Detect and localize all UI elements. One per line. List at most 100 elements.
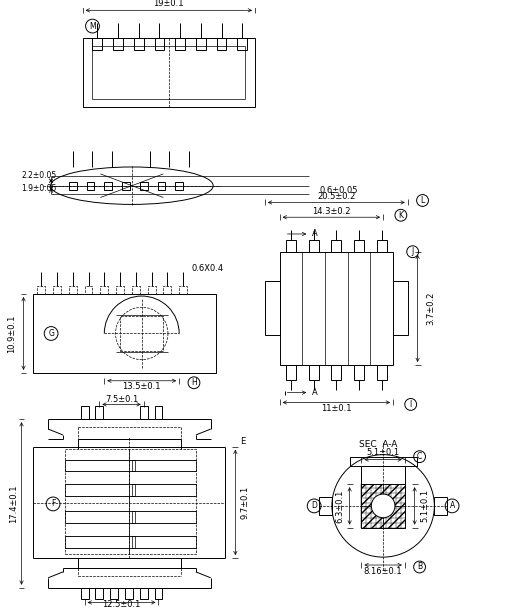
Text: A: A: [449, 501, 455, 511]
Bar: [354, 240, 364, 252]
Bar: [132, 459, 196, 472]
Bar: [361, 484, 405, 528]
Bar: [155, 406, 163, 419]
Bar: [319, 497, 332, 515]
Text: 14.3±0.2: 14.3±0.2: [312, 207, 351, 216]
Text: 19±0.1: 19±0.1: [154, 0, 184, 8]
Bar: [85, 286, 92, 294]
Bar: [354, 365, 364, 380]
Bar: [155, 587, 163, 600]
Text: G: G: [48, 329, 54, 338]
Bar: [175, 182, 183, 190]
Text: 8.16±0.1: 8.16±0.1: [364, 567, 402, 576]
Bar: [393, 281, 408, 336]
Bar: [80, 587, 89, 600]
Bar: [132, 286, 140, 294]
Text: A: A: [312, 388, 318, 397]
Text: M: M: [89, 21, 96, 30]
Bar: [140, 587, 148, 600]
Text: 2.2±0.05: 2.2±0.05: [22, 171, 57, 181]
Bar: [34, 294, 216, 373]
Text: E: E: [240, 437, 246, 447]
Bar: [92, 38, 102, 50]
Bar: [132, 484, 196, 496]
Circle shape: [372, 494, 395, 518]
Bar: [95, 587, 103, 600]
Bar: [331, 365, 341, 380]
Bar: [65, 449, 196, 554]
Bar: [286, 240, 296, 252]
Text: I: I: [410, 400, 412, 409]
Text: 12.5±0.1: 12.5±0.1: [102, 600, 141, 609]
Text: 11±0.1: 11±0.1: [321, 404, 351, 413]
Text: 17.4±0.1: 17.4±0.1: [9, 484, 18, 523]
Bar: [80, 406, 89, 419]
Bar: [265, 281, 280, 336]
Text: SEC  A-A: SEC A-A: [359, 440, 397, 450]
Bar: [95, 406, 103, 419]
Bar: [164, 286, 171, 294]
Text: C: C: [417, 452, 422, 461]
Text: 7.5±0.1: 7.5±0.1: [105, 395, 138, 404]
Bar: [140, 406, 148, 419]
Text: 10.9±0.1: 10.9±0.1: [7, 314, 16, 353]
Bar: [37, 286, 45, 294]
Bar: [65, 511, 135, 523]
Bar: [309, 365, 318, 380]
Text: F: F: [51, 500, 55, 508]
Bar: [196, 38, 206, 50]
Bar: [175, 38, 185, 50]
Text: 5.1±0.1: 5.1±0.1: [420, 489, 429, 522]
Bar: [69, 286, 77, 294]
Text: 6.3±0.1: 6.3±0.1: [335, 489, 344, 523]
Bar: [69, 182, 77, 190]
Text: J: J: [412, 247, 414, 256]
Bar: [286, 365, 296, 380]
Bar: [157, 182, 166, 190]
Text: B: B: [417, 562, 422, 572]
Bar: [377, 365, 386, 380]
Text: 3.7±0.2: 3.7±0.2: [426, 292, 435, 325]
Bar: [280, 252, 393, 365]
Bar: [217, 38, 227, 50]
Text: H: H: [191, 378, 197, 387]
Bar: [361, 467, 405, 484]
Bar: [65, 459, 135, 472]
Bar: [350, 457, 416, 467]
Bar: [83, 38, 255, 107]
Bar: [309, 240, 318, 252]
Bar: [120, 316, 164, 351]
Bar: [434, 497, 447, 515]
Bar: [148, 286, 155, 294]
Bar: [140, 182, 148, 190]
Bar: [132, 511, 196, 523]
Text: K: K: [398, 210, 404, 220]
Bar: [92, 46, 245, 99]
Text: 20.5±0.2: 20.5±0.2: [317, 192, 356, 201]
Bar: [179, 286, 187, 294]
Bar: [65, 536, 135, 548]
Text: 0.6X0.4: 0.6X0.4: [191, 264, 223, 273]
Bar: [87, 182, 94, 190]
Bar: [53, 286, 61, 294]
Bar: [132, 536, 196, 548]
Text: 13.5±0.1: 13.5±0.1: [122, 382, 161, 391]
Text: 5.1±0.1: 5.1±0.1: [366, 448, 400, 458]
Bar: [237, 38, 247, 50]
Bar: [104, 182, 112, 190]
Bar: [331, 240, 341, 252]
Text: D: D: [311, 501, 317, 511]
Text: 0.6±0.05: 0.6±0.05: [319, 186, 358, 195]
Text: A: A: [312, 229, 318, 239]
Bar: [65, 484, 135, 496]
Bar: [122, 182, 130, 190]
Bar: [113, 38, 123, 50]
Text: L: L: [421, 196, 425, 205]
Bar: [134, 38, 144, 50]
Bar: [377, 240, 386, 252]
Bar: [125, 587, 133, 600]
Text: 1.9±0.05: 1.9±0.05: [22, 184, 57, 193]
Bar: [155, 38, 165, 50]
Bar: [110, 587, 118, 600]
Bar: [116, 286, 124, 294]
